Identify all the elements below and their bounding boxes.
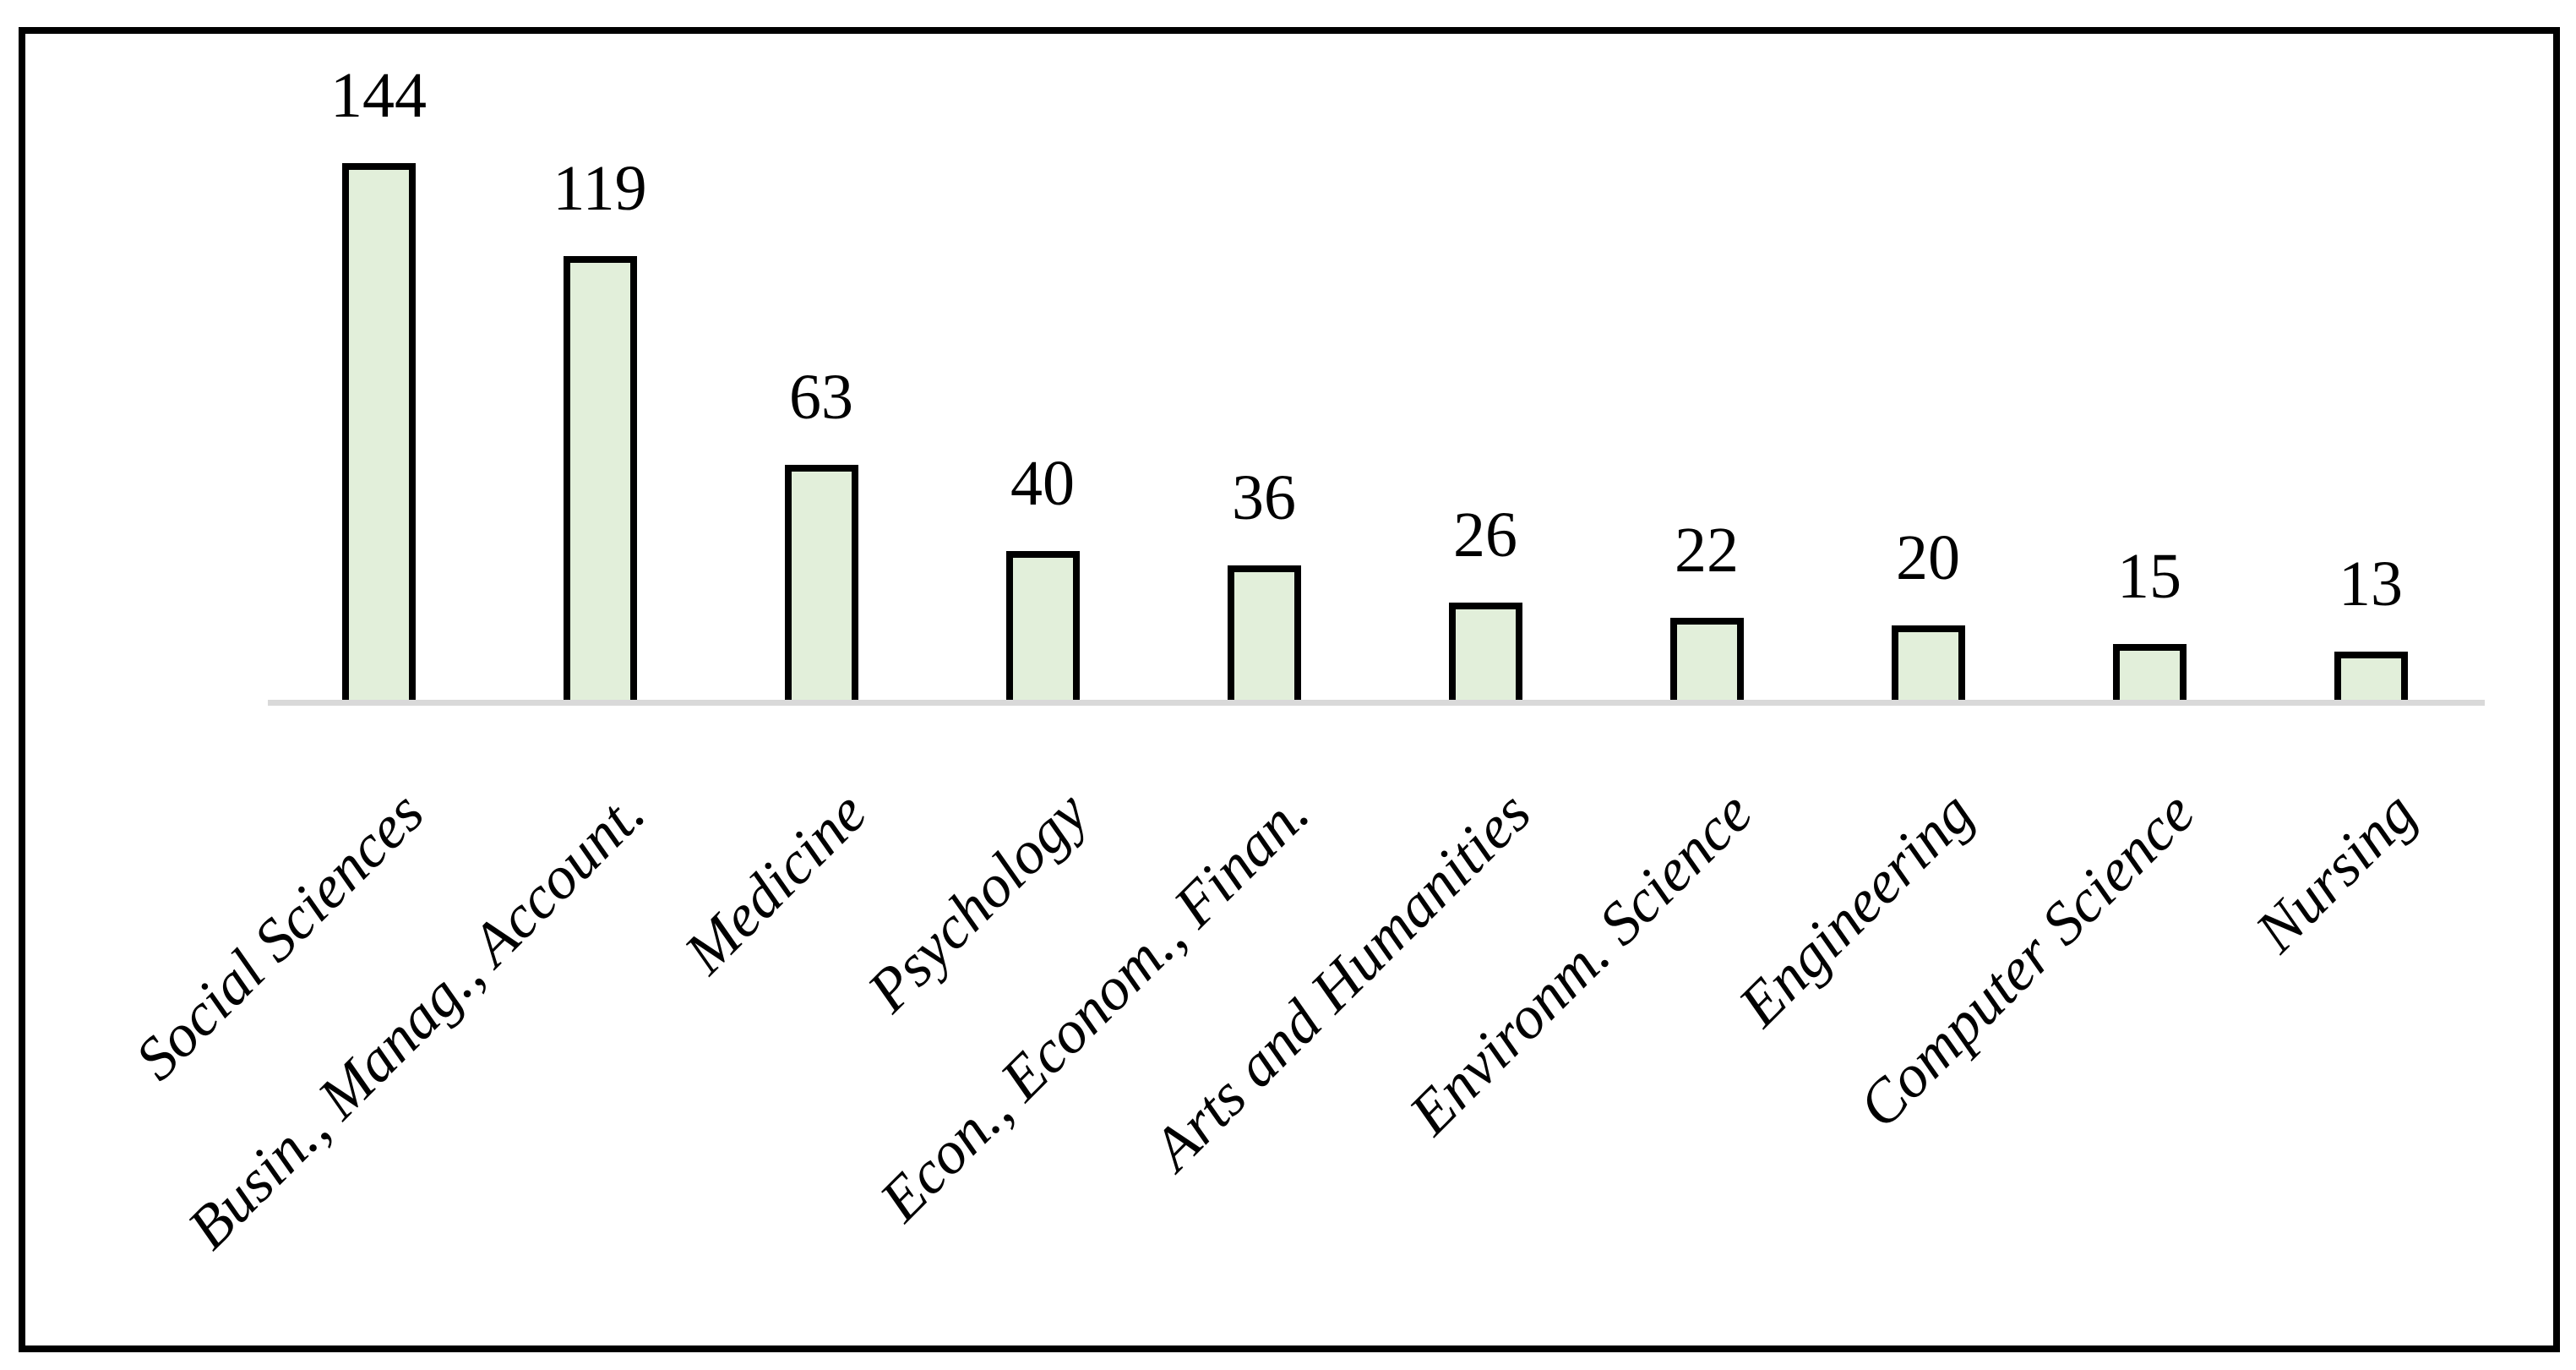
value-label-8: 20	[1896, 522, 1960, 593]
bar-9	[2112, 644, 2187, 700]
x-axis-label-3: Medicine	[671, 778, 880, 987]
bar-7	[1669, 618, 1744, 700]
bar-5	[1227, 565, 1301, 700]
value-label-5: 36	[1232, 462, 1296, 533]
value-label-9: 15	[2117, 541, 2181, 612]
x-axis-label-5: Econ., Econom., Finan.	[867, 778, 1322, 1234]
x-axis-label-6: Arts and Humanities	[1139, 778, 1544, 1183]
bar-6	[1448, 603, 1522, 700]
bar-4	[1005, 551, 1080, 700]
x-axis-label-10: Nursing	[2242, 778, 2429, 965]
bar-10	[2334, 652, 2408, 700]
x-axis-label-2: Busin., Manag., Account.	[174, 778, 658, 1262]
x-axis-label-4: Psychology	[854, 778, 1101, 1025]
bar-3	[784, 465, 858, 700]
value-label-2: 119	[553, 153, 647, 224]
bar-1	[341, 163, 416, 700]
value-label-3: 63	[789, 362, 853, 433]
value-label-1: 144	[330, 60, 427, 131]
value-label-4: 40	[1010, 448, 1075, 519]
value-label-10: 13	[2339, 549, 2403, 620]
value-label-7: 22	[1675, 515, 1739, 586]
bar-2	[563, 256, 637, 700]
value-label-6: 26	[1453, 499, 1517, 570]
bar-8	[1891, 625, 1965, 700]
x-axis-line	[268, 700, 2485, 706]
